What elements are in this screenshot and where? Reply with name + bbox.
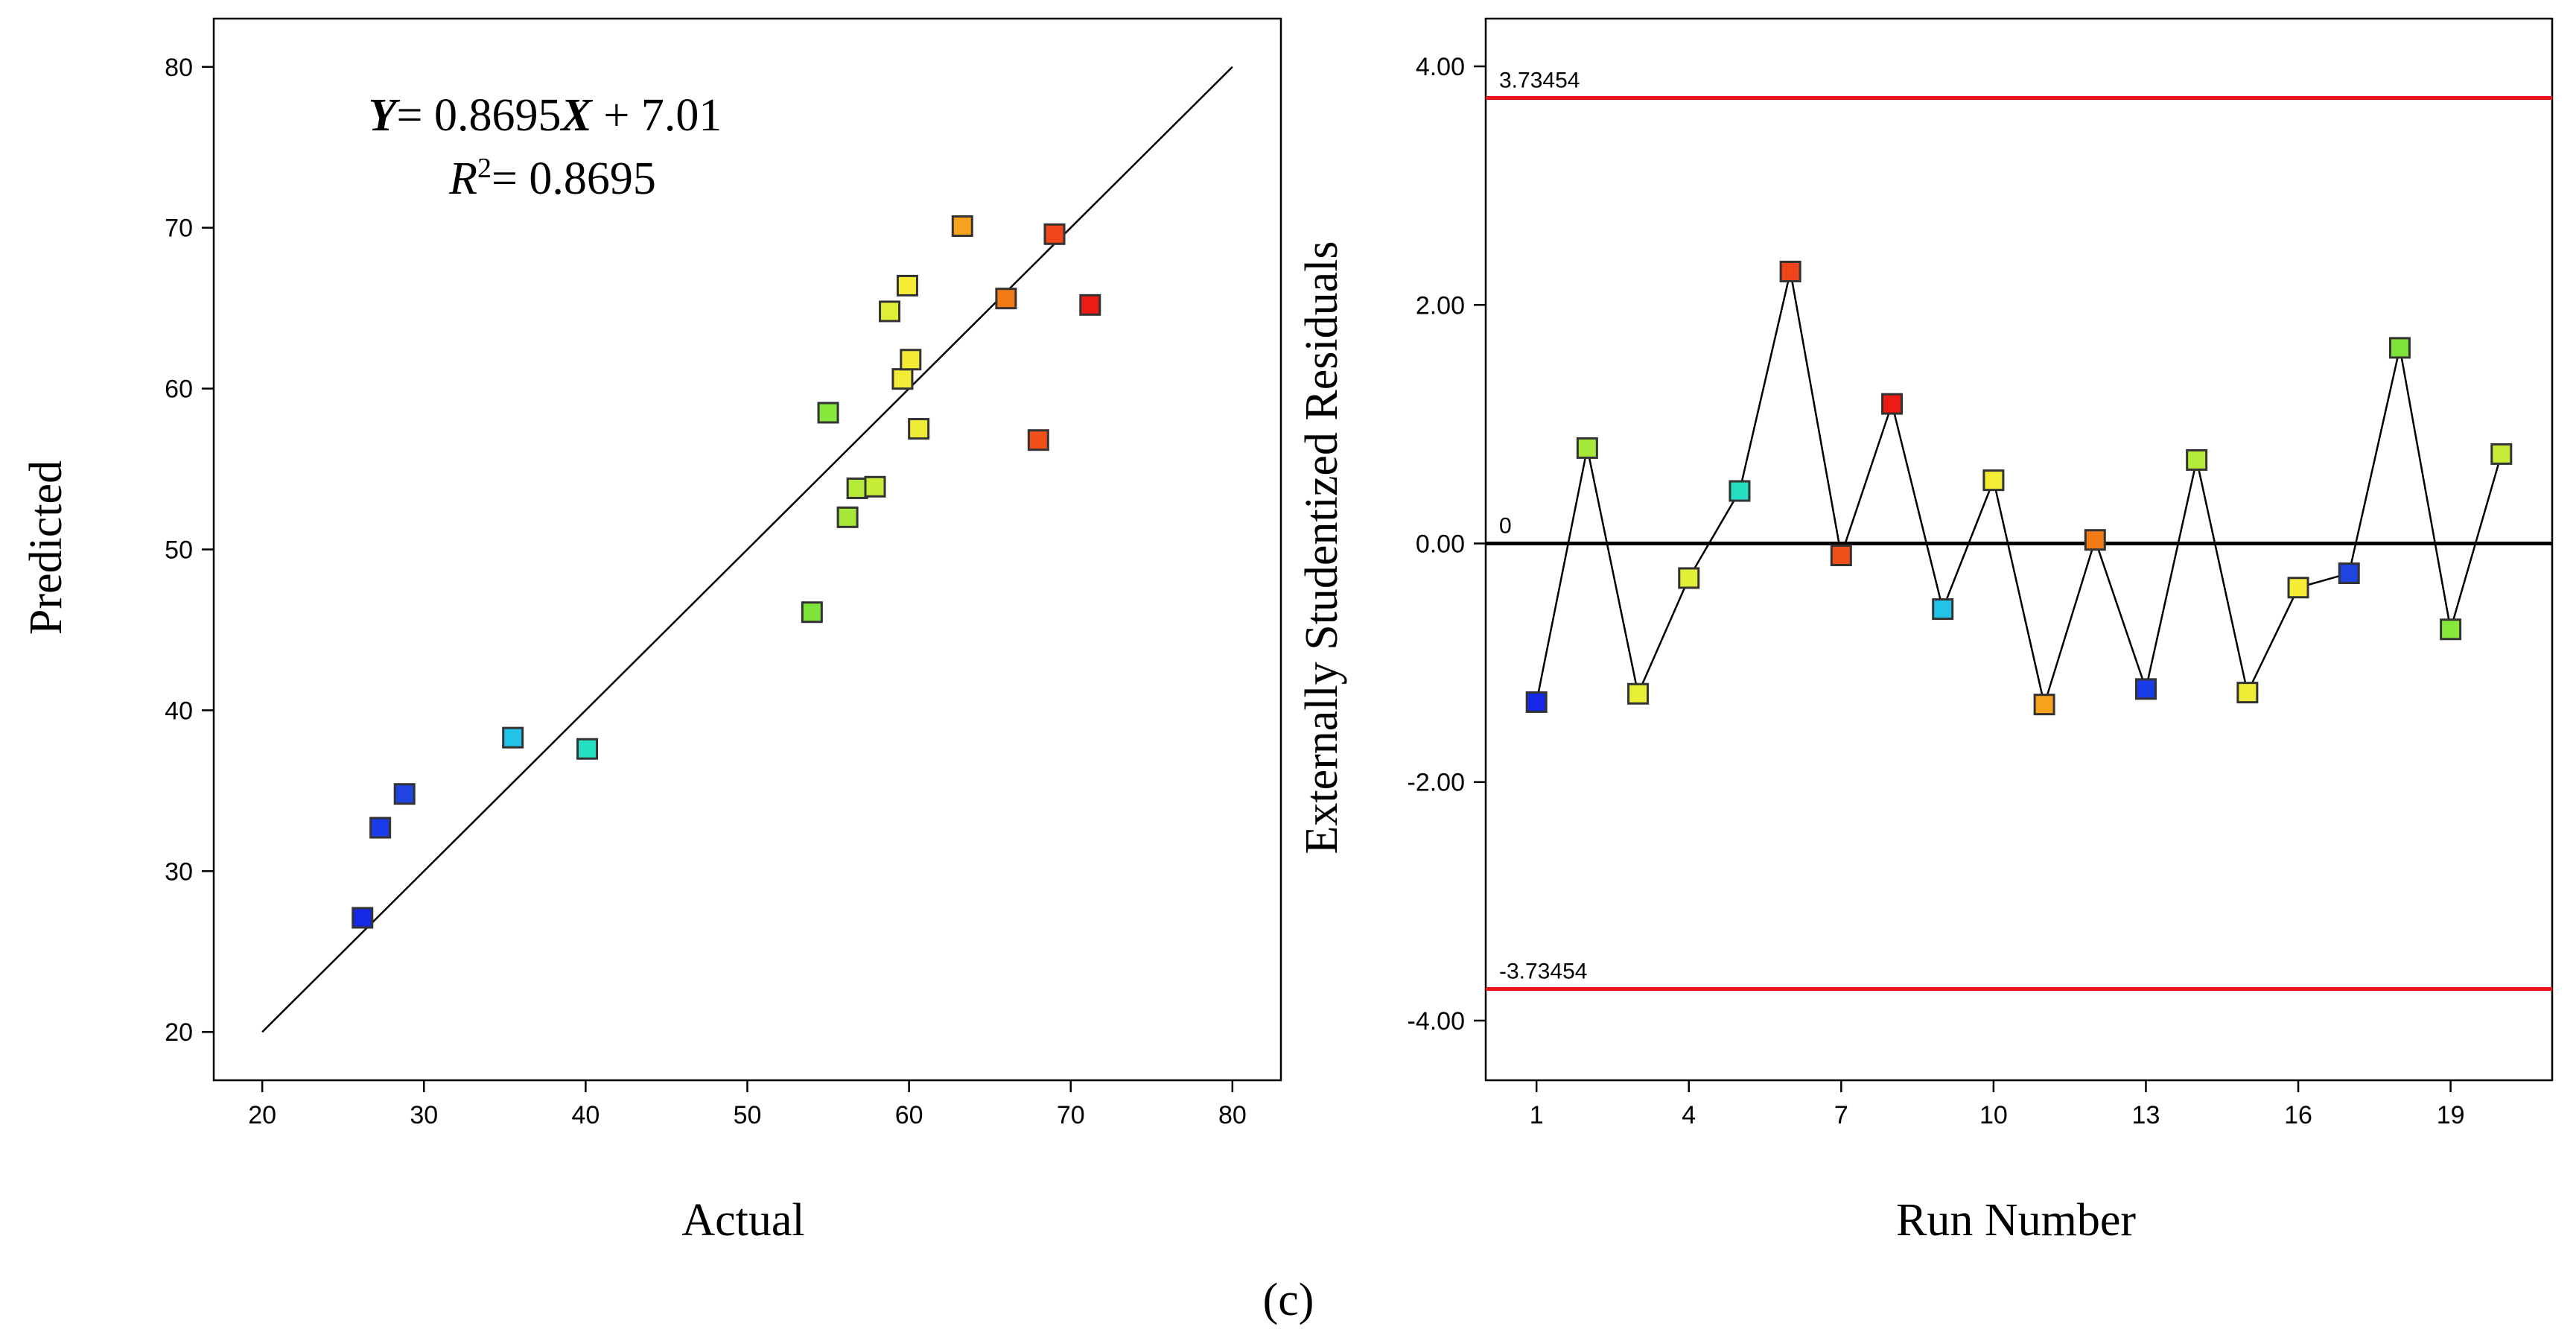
left-axis-ticks: 20 30 40 50 60 70 80 20 30 40 50 60 70 80 — [165, 54, 1247, 1129]
left-data-points — [352, 215, 1101, 929]
right-x-tick-label: 16 — [2284, 1101, 2312, 1129]
data-point — [393, 783, 416, 805]
right-y-tick-label: -4.00 — [1408, 1007, 1466, 1036]
data-point — [2134, 678, 2157, 700]
fit-line — [261, 66, 1233, 1033]
right-y-axis-label: Externally Studentized Residuals — [1297, 241, 1347, 854]
data-point — [1043, 223, 1066, 245]
right-data-points — [1525, 260, 2513, 716]
right-x-axis-label: Run Number — [1896, 1195, 2136, 1246]
left-x-tick-label: 50 — [734, 1101, 762, 1129]
data-point — [801, 601, 823, 624]
left-y-tick-label: 30 — [165, 857, 193, 886]
right-x-tick-label: 10 — [1979, 1101, 2008, 1129]
panel-label: (c) — [1263, 1275, 1314, 1325]
data-point — [1982, 469, 2005, 492]
data-point — [900, 349, 922, 371]
right-x-tick-label: 19 — [2437, 1101, 2465, 1129]
equation-slope: = 0.8695 — [397, 90, 562, 141]
left-x-tick-label: 80 — [1218, 1101, 1247, 1129]
predicted-vs-actual-chart: 20 30 40 50 60 70 80 20 30 40 50 60 70 80 Y= 0.8695X … — [21, 17, 1282, 1246]
data-point — [995, 288, 1017, 310]
regression-equation: Y= 0.8695X + 7.01 — [369, 90, 722, 141]
data-point — [369, 817, 392, 839]
reference-lines: 3.73454 0 -3.73454 — [1486, 69, 2552, 991]
r2-superscript: 2 — [477, 153, 492, 184]
data-point — [1576, 437, 1598, 459]
data-point — [1678, 567, 1700, 589]
left-x-tick-label: 30 — [410, 1101, 438, 1129]
equation-y-var: Y — [369, 90, 401, 141]
data-point — [1079, 294, 1101, 316]
data-point — [1932, 598, 1954, 621]
equation-intercept: + 7.01 — [592, 90, 722, 141]
data-point — [908, 418, 930, 440]
left-y-tick-label: 60 — [165, 375, 193, 404]
data-point — [879, 300, 901, 323]
right-y-tick-label: 0.00 — [1416, 530, 1465, 558]
reference-line-label: 3.73454 — [1499, 69, 1580, 93]
left-x-tick-label: 70 — [1057, 1101, 1085, 1129]
right-plot-frame — [1484, 17, 2554, 1082]
data-point — [2033, 694, 2055, 716]
data-point — [1881, 393, 1904, 415]
left-x-tick-label: 60 — [895, 1101, 923, 1129]
data-point — [817, 402, 839, 424]
data-point — [2490, 443, 2513, 465]
data-point — [2287, 577, 2309, 599]
data-point — [352, 907, 374, 929]
data-point — [846, 477, 868, 499]
left-x-axis-label: Actual — [681, 1195, 804, 1246]
right-axis-ticks: 1 4 7 10 13 16 19 -4.00 -2.00 0.00 2.00 4.00 — [1408, 53, 2465, 1129]
right-x-tick-label: 4 — [1682, 1101, 1696, 1129]
data-point — [1027, 429, 1049, 451]
data-point — [864, 475, 886, 498]
r2-value: = 0.8695 — [492, 153, 656, 204]
data-point — [1627, 682, 1650, 705]
data-point — [1729, 480, 1751, 502]
left-y-tick-label: 50 — [165, 536, 193, 565]
right-x-tick-label: 7 — [1834, 1101, 1848, 1129]
left-y-tick-label: 70 — [165, 215, 193, 243]
r2-var: R — [448, 153, 477, 204]
left-y-axis-label: Predicted — [21, 460, 71, 635]
r-squared: R2= 0.8695 — [448, 153, 656, 204]
right-x-tick-label: 1 — [1530, 1101, 1544, 1129]
left-y-tick-label: 40 — [165, 697, 193, 725]
residual-series-line — [1535, 271, 2503, 708]
data-point — [2084, 529, 2106, 551]
right-y-tick-label: 2.00 — [1416, 291, 1465, 320]
data-point — [2236, 682, 2259, 704]
data-point — [951, 215, 973, 238]
reference-line-label: -3.73454 — [1499, 959, 1587, 983]
left-x-tick-label: 20 — [248, 1101, 276, 1129]
data-point — [2186, 448, 2208, 471]
data-point — [576, 738, 599, 760]
residuals-vs-run-chart: 1 4 7 10 13 16 19 -4.00 -2.00 0.00 2.00 4.00 3.7345… — [1297, 17, 2554, 1246]
left-y-tick-label: 20 — [165, 1018, 193, 1047]
data-point — [891, 368, 914, 390]
data-point — [2388, 337, 2411, 359]
right-x-tick-label: 13 — [2132, 1101, 2160, 1129]
data-point — [896, 274, 918, 297]
data-point — [1779, 260, 1801, 282]
left-y-tick-label: 80 — [165, 54, 193, 82]
reference-line-label: 0 — [1499, 513, 1512, 538]
data-point — [1830, 545, 1852, 567]
left-x-tick-label: 40 — [571, 1101, 600, 1129]
equation-x-var: X — [560, 90, 594, 141]
right-y-tick-label: 4.00 — [1416, 53, 1465, 81]
data-point — [502, 726, 524, 749]
data-point — [836, 506, 859, 528]
data-point — [2338, 562, 2360, 585]
data-point — [2440, 618, 2462, 641]
data-point — [1525, 691, 1548, 713]
right-y-tick-label: -2.00 — [1408, 769, 1466, 797]
